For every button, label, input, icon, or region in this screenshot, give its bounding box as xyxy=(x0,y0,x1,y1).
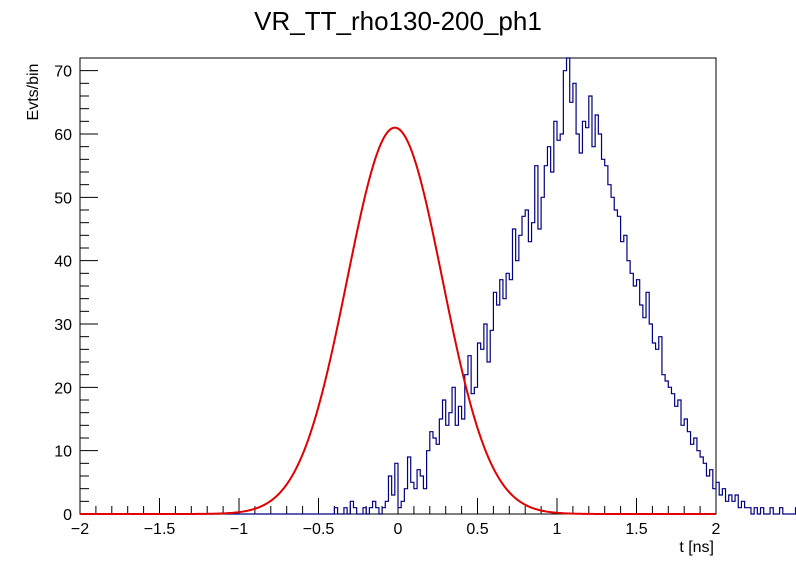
chart-title: VR_TT_rho130-200_ph1 xyxy=(254,6,542,36)
x-tick-label: 0.5 xyxy=(466,521,488,538)
x-tick-label: −2 xyxy=(71,521,89,538)
plot-area-frame xyxy=(79,57,717,515)
histogram-line xyxy=(80,57,796,515)
x-tick-label: 1 xyxy=(553,521,562,538)
y-tick-label: 40 xyxy=(54,254,72,271)
x-tick-label: −0.5 xyxy=(303,521,335,538)
histogram-series xyxy=(80,57,796,515)
x-tick-label: 0 xyxy=(394,521,403,538)
x-tick-label: 2 xyxy=(712,521,721,538)
y-tick-label: 70 xyxy=(54,64,72,81)
y-tick-label: 50 xyxy=(54,190,72,207)
y-tick-label: 60 xyxy=(54,127,72,144)
x-tick-label: 1.5 xyxy=(625,521,647,538)
y-tick-label: 30 xyxy=(54,317,72,334)
y-tick-label: 10 xyxy=(54,444,72,461)
y-axis: 0 10 20 30 40 50 60 70 xyxy=(54,57,98,524)
gaussian-fit-line xyxy=(80,126,716,515)
x-tick-label: −1 xyxy=(230,521,248,538)
x-axis: −2 −1.5 −1 −0.5 0 0.5 1 1.5 2 xyxy=(71,498,721,538)
fit-series xyxy=(80,126,716,515)
y-axis-label: Evts/bin xyxy=(25,64,42,121)
x-tick-label: −1.5 xyxy=(144,521,176,538)
y-tick-label: 0 xyxy=(63,507,72,524)
y-tick-label: 20 xyxy=(54,380,72,397)
x-axis-label: t [ns] xyxy=(679,539,714,556)
